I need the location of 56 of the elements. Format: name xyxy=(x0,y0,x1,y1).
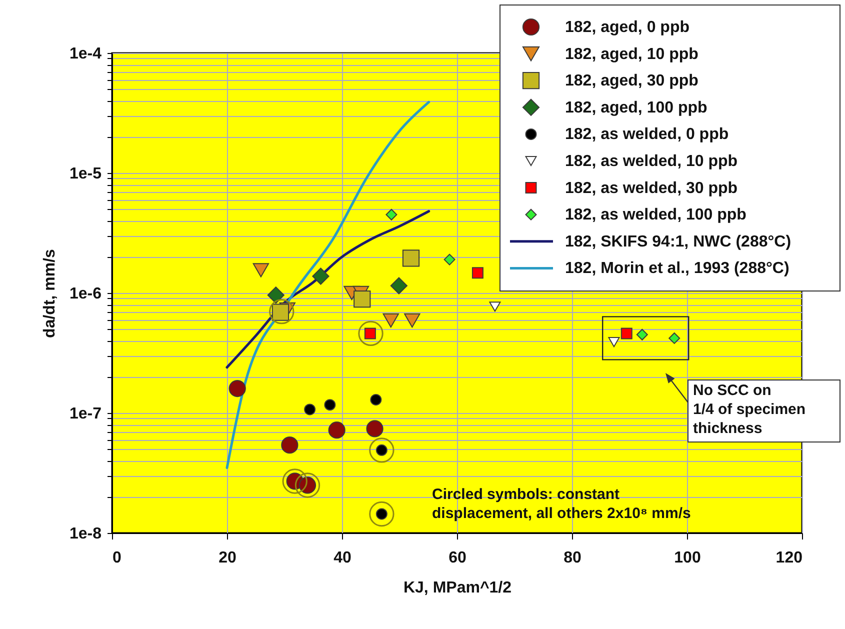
legend-label: 182, as welded, 0 ppb xyxy=(565,126,729,144)
legend-label: 182, as welded, 10 ppb xyxy=(565,153,738,170)
point xyxy=(489,302,501,312)
legend-label: 182, Morin et al., 1993 (288°C) xyxy=(565,260,790,278)
point xyxy=(267,286,284,304)
legend-label: 182, aged, 0 ppb xyxy=(565,19,690,36)
line-series xyxy=(226,210,430,369)
legend-label: 182, as welded, 100 ppb xyxy=(565,206,747,224)
point xyxy=(366,420,384,438)
point xyxy=(281,436,298,454)
point xyxy=(228,380,246,398)
legend-label: 182, aged, 10 ppb xyxy=(565,46,699,63)
y-axis-title: da/dt, mm/s xyxy=(41,248,58,338)
point xyxy=(636,328,648,340)
point xyxy=(328,422,346,439)
point xyxy=(252,263,270,278)
legend-label: 182, SKIFS 94:1, NWC (288°C) xyxy=(565,233,792,250)
x-tick-label: 0 xyxy=(112,550,122,566)
y-tick-label: 1e-5 xyxy=(69,166,102,182)
point xyxy=(390,277,408,294)
point xyxy=(354,290,371,308)
point xyxy=(404,313,420,328)
x-tick-label: 60 xyxy=(448,550,466,566)
point xyxy=(294,472,320,498)
point xyxy=(369,438,394,463)
legend-label: 182, aged, 100 ppb xyxy=(565,99,708,116)
point xyxy=(472,267,484,279)
point xyxy=(358,320,384,346)
point xyxy=(370,394,382,406)
x-tick-label: 100 xyxy=(674,550,701,566)
point xyxy=(269,299,294,324)
y-tick-label: 1e-8 xyxy=(69,526,102,542)
x-tick-label: 40 xyxy=(334,550,352,566)
point xyxy=(386,208,398,220)
legend-label: 182, aged, 30 ppb xyxy=(565,72,699,90)
point xyxy=(444,254,456,266)
x-tick-label: 20 xyxy=(218,550,236,566)
y-tick-label: 1e-4 xyxy=(69,46,102,62)
line-series xyxy=(226,100,430,469)
y-tick-label: 1e-6 xyxy=(69,286,102,302)
point xyxy=(369,501,394,527)
point xyxy=(304,404,316,416)
x-tick-label: 120 xyxy=(776,550,803,566)
point xyxy=(282,468,308,494)
point xyxy=(620,328,632,340)
x-axis-title: KJ, MPam^1/2 xyxy=(403,580,512,596)
point xyxy=(608,337,620,348)
annotation: No SCC on 1/4 of specimen thickness xyxy=(693,382,806,437)
legend-label: 182, as welded, 30 ppb xyxy=(565,180,738,197)
point xyxy=(382,313,399,328)
point xyxy=(668,332,680,344)
point xyxy=(312,268,330,285)
x-tick-label: 80 xyxy=(564,550,582,566)
y-tick-label: 1e-7 xyxy=(69,406,102,422)
point xyxy=(324,399,336,411)
point xyxy=(402,250,420,267)
